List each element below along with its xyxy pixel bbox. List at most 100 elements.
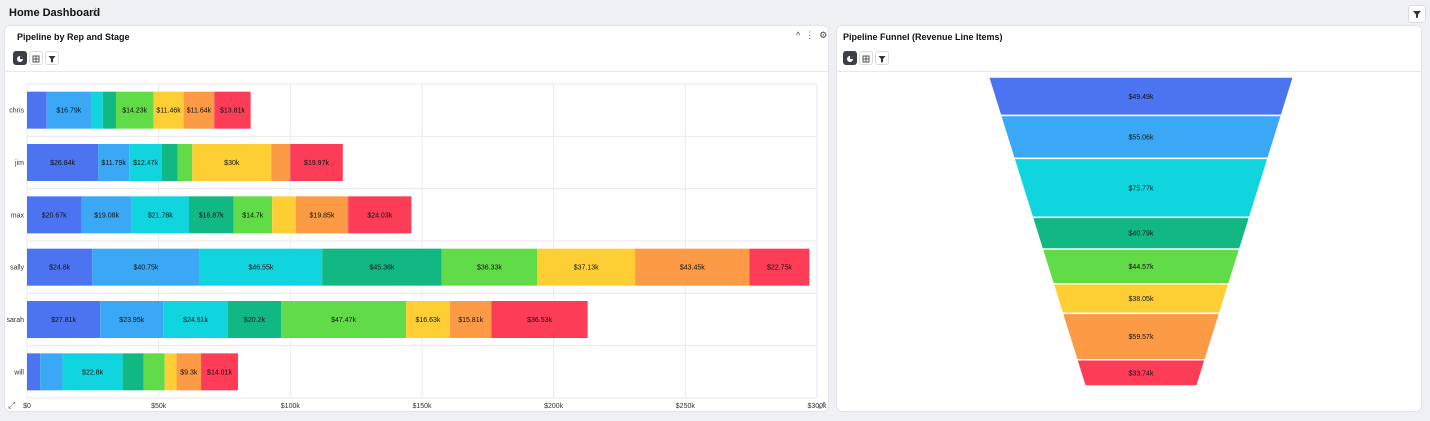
bar-segment[interactable] [161, 144, 178, 181]
bar-segment[interactable] [406, 301, 450, 338]
more-options-icon[interactable]: ⋮ [805, 30, 815, 40]
bar-data-label: $43.45k [680, 265, 705, 272]
bar-data-label: $20.67k [42, 212, 67, 219]
bar-segment[interactable] [27, 301, 101, 338]
bar-segment[interactable] [192, 144, 272, 181]
settings-icon[interactable]: ⚙ [819, 30, 828, 40]
bar-data-label: $11.64k [187, 108, 212, 115]
bar-segment[interactable] [290, 144, 343, 181]
bar-segment[interactable] [214, 91, 251, 129]
bar-segment[interactable] [233, 196, 273, 234]
x-tick-label: $250k [676, 403, 696, 410]
bar-segment[interactable] [271, 144, 291, 181]
bar-segment[interactable] [102, 91, 116, 129]
panel-filter-button[interactable] [45, 51, 59, 65]
bar-segment[interactable] [227, 301, 282, 338]
bar-segment[interactable] [46, 91, 91, 129]
bar-segment[interactable] [98, 144, 130, 181]
funnel-data-label: $59.57k [1129, 334, 1154, 341]
bar-segment[interactable] [81, 196, 132, 234]
chart-view-button[interactable] [843, 51, 857, 65]
table-view-button[interactable] [29, 51, 43, 65]
bar-segment[interactable] [177, 144, 193, 181]
favorite-star-icon[interactable]: ☆ [90, 5, 101, 19]
bar-data-label: $37.13k [574, 265, 599, 272]
funnel-data-label: $55.06k [1129, 134, 1154, 141]
panel-filter-button[interactable] [875, 51, 889, 65]
bar-segment[interactable] [201, 353, 238, 391]
panel-separator [837, 71, 1421, 72]
bar-segment[interactable] [62, 353, 123, 391]
bar-segment[interactable] [90, 91, 103, 129]
bar-segment[interactable] [183, 91, 215, 129]
filter-icon [48, 56, 56, 63]
chart-view-button[interactable] [13, 51, 27, 65]
dashboard-filter-button[interactable] [1408, 5, 1426, 23]
bar-segment[interactable] [27, 353, 41, 391]
funnel-data-label: $49.49k [1129, 94, 1154, 101]
bar-segment[interactable] [749, 248, 810, 286]
bar-segment[interactable] [115, 91, 154, 129]
table-icon [862, 55, 870, 63]
bar-segment[interactable] [27, 144, 99, 181]
bar-data-label: $20.2k [244, 317, 266, 324]
bar-segment[interactable] [281, 301, 407, 338]
bar-segment[interactable] [143, 353, 165, 391]
funnel-data-label: $38.05k [1129, 296, 1154, 303]
bar-segment[interactable] [272, 196, 296, 234]
bar-segment[interactable] [92, 248, 200, 286]
bar-segment[interactable] [131, 196, 190, 234]
bar-segment[interactable] [40, 353, 63, 391]
bar-segment[interactable] [27, 91, 47, 129]
panel-separator [5, 71, 828, 72]
bar-data-label: $22.75k [767, 265, 792, 272]
bar-segment[interactable] [537, 248, 636, 286]
pie-chart-icon [847, 56, 853, 62]
bar-segment[interactable] [295, 196, 349, 234]
bar-data-label: $11.79k [101, 160, 126, 167]
y-tick-label: max [11, 212, 25, 219]
bar-data-label: $15.81k [458, 317, 483, 324]
bar-segment[interactable] [449, 301, 492, 338]
bar-segment[interactable] [27, 196, 82, 234]
table-view-button[interactable] [859, 51, 873, 65]
bar-segment[interactable] [199, 248, 323, 286]
bar-segment[interactable] [164, 353, 177, 391]
bar-segment[interactable] [176, 353, 202, 391]
bar-segment[interactable] [122, 353, 144, 391]
bar-data-label: $19.97k [304, 160, 329, 167]
resize-handle-icon[interactable]: ⤢ [8, 400, 16, 410]
bar-data-label: $14.7k [242, 212, 264, 219]
filter-icon [1413, 11, 1421, 18]
bar-data-label: $26.84k [50, 160, 75, 167]
bar-segment[interactable] [348, 196, 412, 234]
x-tick-label: $0 [23, 403, 31, 410]
x-tick-label: $50k [151, 403, 167, 410]
bar-segment[interactable] [163, 301, 228, 338]
collapse-icon[interactable]: ^ [796, 30, 801, 40]
bar-segment[interactable] [100, 301, 164, 338]
bar-data-label: $24.8k [49, 265, 71, 272]
funnel-segment[interactable] [1075, 358, 1207, 387]
x-tick-label: $200k [544, 403, 564, 410]
bar-segment[interactable] [27, 248, 93, 286]
bar-data-label: $9.3k [180, 369, 198, 376]
y-tick-label: chris [9, 108, 24, 115]
bar-data-label: $16.63k [415, 317, 440, 324]
bar-segment[interactable] [491, 301, 588, 338]
funnel-data-label: $40.79k [1129, 231, 1154, 238]
y-tick-label: sarah [6, 317, 24, 324]
pipeline-funnel-panel: Pipeline Funnel (Revenue Line Items) $49… [836, 25, 1422, 412]
bar-segment[interactable] [189, 196, 234, 234]
bar-data-label: $19.08k [94, 212, 119, 219]
bar-segment[interactable] [129, 144, 162, 181]
bar-data-label: $47.47k [331, 317, 356, 324]
panel-header-actions: ^ ⋮ ⚙ [791, 30, 827, 41]
panel-title: Pipeline Funnel (Revenue Line Items) [843, 32, 1003, 42]
bar-segment[interactable] [441, 248, 538, 286]
resize-handle-icon[interactable]: ⤢ [818, 400, 826, 410]
bar-data-label: $21.78k [148, 212, 173, 219]
bar-segment[interactable] [635, 248, 750, 286]
bar-segment[interactable] [153, 91, 184, 129]
bar-segment[interactable] [322, 248, 442, 286]
